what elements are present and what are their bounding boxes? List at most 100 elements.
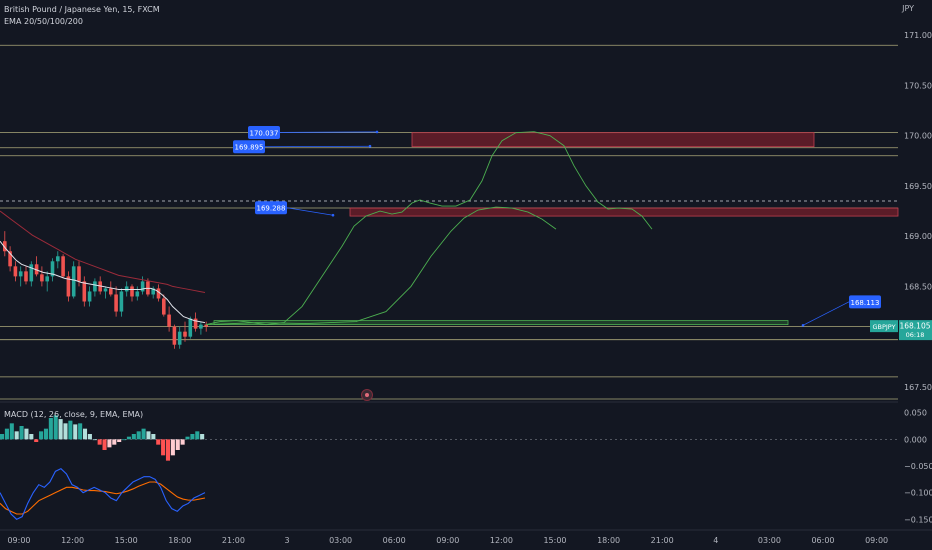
candle-body: [130, 286, 134, 297]
candle-body: [61, 256, 65, 277]
candle-body: [109, 288, 113, 295]
ema-fast-line: [0, 240, 206, 324]
callout-connector: [264, 145, 371, 148]
callout-label: 169.895: [235, 144, 264, 152]
candle-body: [114, 294, 118, 312]
time-tick-label: 21:00: [651, 536, 674, 545]
time-tick-label: 12:00: [61, 536, 84, 545]
candle-body: [56, 256, 60, 262]
macd-histogram-bar: [97, 439, 102, 445]
symbol-badge: [870, 320, 898, 333]
candle-body: [29, 264, 34, 282]
candle-body: [3, 241, 7, 252]
macd-histogram-bar: [141, 428, 146, 440]
macd-histogram-bar: [92, 439, 97, 441]
macd-histogram-bar: [87, 434, 92, 440]
macd-histogram-bar: [151, 434, 156, 440]
projection-path: [205, 206, 557, 326]
price-tick-label: 168.500: [904, 282, 932, 291]
callout-label: 170.037: [250, 129, 279, 137]
candle-body: [119, 291, 124, 312]
macd-histogram-bar: [68, 420, 73, 440]
time-tick-label: 18:00: [597, 536, 620, 545]
callout-connector: [286, 207, 334, 216]
candle-body: [103, 288, 108, 292]
candle-body: [177, 331, 182, 345]
callout-box: [849, 295, 881, 309]
time-tick-label: 09:00: [436, 536, 459, 545]
macd-histogram-bar: [161, 439, 166, 456]
macd-tick-label: −0.150: [904, 515, 932, 524]
callout-box: [255, 201, 287, 215]
macd-histogram-bar: [126, 436, 131, 440]
macd-histogram-bar: [156, 439, 161, 445]
candle-body: [199, 324, 203, 329]
macd-histogram-bar: [29, 434, 34, 440]
candle-body: [172, 326, 177, 345]
macd-histogram-bar: [195, 431, 200, 440]
projection-path: [205, 131, 653, 326]
macd-histogram-bar: [24, 428, 29, 440]
price-tick-label: 169.000: [904, 232, 932, 241]
macd-label[interactable]: MACD (12, 26, close, 9, EMA, EMA): [4, 410, 144, 419]
macd-histogram-bar: [102, 439, 107, 450]
candle-body: [188, 318, 193, 337]
economic-event-icon[interactable]: [361, 389, 373, 401]
macd-histogram-bar: [73, 424, 78, 440]
time-tick-label: 3: [284, 536, 289, 545]
macd-tick-label: 0.000: [904, 435, 927, 444]
time-tick-label: 15:00: [115, 536, 138, 545]
candle-body: [24, 271, 28, 282]
symbol-title[interactable]: British Pound / Japanese Yen, 15, FXCM: [4, 5, 160, 14]
price-tick-label: 171.000: [904, 31, 932, 40]
macd-histogram-bar: [78, 423, 83, 440]
callout-anchor: [801, 324, 805, 327]
callout-anchor: [368, 144, 372, 148]
candle-body: [156, 288, 161, 299]
time-tick-label: 21:00: [222, 536, 245, 545]
candle-body: [66, 276, 71, 297]
candle-body: [183, 331, 187, 337]
macd-histogram-bar: [53, 415, 58, 440]
macd-histogram-bar: [146, 431, 151, 440]
price-tick-label: 169.500: [904, 182, 932, 191]
macd-tick-label: −0.100: [904, 489, 932, 498]
time-tick-label: 06:00: [811, 536, 834, 545]
candle-body: [124, 286, 129, 292]
candle-body: [50, 261, 55, 277]
callout-label: 169.288: [257, 205, 286, 213]
candle-body: [34, 264, 39, 275]
macd-histogram-bar: [43, 428, 49, 440]
macd-histogram-bar: [34, 439, 39, 442]
currency-label: JPY: [902, 4, 914, 13]
macd-histogram-bar: [165, 439, 171, 461]
candle-body: [45, 276, 49, 282]
macd-histogram-bar: [4, 428, 9, 440]
macd-histogram-bar: [82, 428, 88, 440]
macd-histogram-bar: [185, 436, 190, 440]
callout-anchor: [331, 213, 335, 217]
price-badge-countdown: 06:18: [906, 331, 925, 339]
callout-label: 168.113: [851, 299, 880, 307]
macd-histogram-bar: [48, 418, 53, 440]
candle-body: [40, 274, 44, 282]
price-tick-label: 170.500: [904, 81, 932, 90]
callout-connector: [802, 301, 850, 326]
support-zone: [213, 320, 789, 326]
macd-histogram-bar: [14, 431, 19, 440]
macd-tick-label: −0.050: [904, 462, 932, 471]
macd-tick-label: 0.050: [904, 409, 927, 418]
macd-line: [0, 468, 206, 520]
candle-body: [87, 291, 92, 302]
candle-body: [77, 266, 81, 282]
price-tick-label: 167.500: [904, 383, 932, 392]
time-tick-label: 03:00: [329, 536, 352, 545]
symbol-badge-label: GBPJPY: [872, 323, 895, 331]
indicator-label[interactable]: EMA 20/50/100/200: [4, 17, 83, 26]
time-tick-label: 18:00: [168, 536, 191, 545]
callout-box: [248, 125, 280, 139]
macd-histogram-bar: [0, 434, 5, 440]
macd-histogram-bar: [131, 434, 136, 440]
